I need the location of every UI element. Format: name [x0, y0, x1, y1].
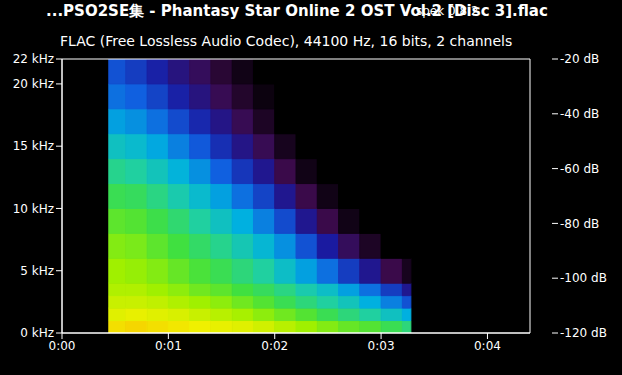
- svg-text:0 kHz: 0 kHz: [20, 326, 54, 340]
- html-text:spek 0.8.2: spek 0.8.2: [416, 4, 479, 18]
- svg-text:15 kHz: 15 kHz: [13, 139, 54, 153]
- html-text:...PSO2SE集 - Phantasy Star Onl: ...PSO2SE集 - Phantasy Star Online 2 OST …: [46, 2, 548, 20]
- svg-text:0:02: 0:02: [261, 339, 288, 353]
- svg-text:-20 dB: -20 dB: [560, 52, 599, 66]
- svg-text:-40 dB: -40 dB: [560, 107, 599, 121]
- html-text:FLAC (Free Lossless Audio Code: FLAC (Free Lossless Audio Codec), 44100 …: [60, 33, 513, 49]
- svg-text:20 kHz: 20 kHz: [13, 77, 54, 91]
- svg-text:-60 dB: -60 dB: [560, 162, 599, 176]
- svg-text:0:03: 0:03: [368, 339, 395, 353]
- svg-text:5 kHz: 5 kHz: [20, 264, 54, 278]
- svg-text:0:01: 0:01: [155, 339, 182, 353]
- svg-text:0:04: 0:04: [474, 339, 501, 353]
- svg-text:-80 dB: -80 dB: [560, 217, 599, 231]
- svg-text:-120 dB: -120 dB: [560, 326, 607, 340]
- svg-text:0:00: 0:00: [49, 339, 76, 353]
- svg-text:22 kHz: 22 kHz: [13, 52, 54, 66]
- svg-text:-100 dB: -100 dB: [560, 271, 607, 285]
- svg-text:10 kHz: 10 kHz: [13, 202, 54, 216]
